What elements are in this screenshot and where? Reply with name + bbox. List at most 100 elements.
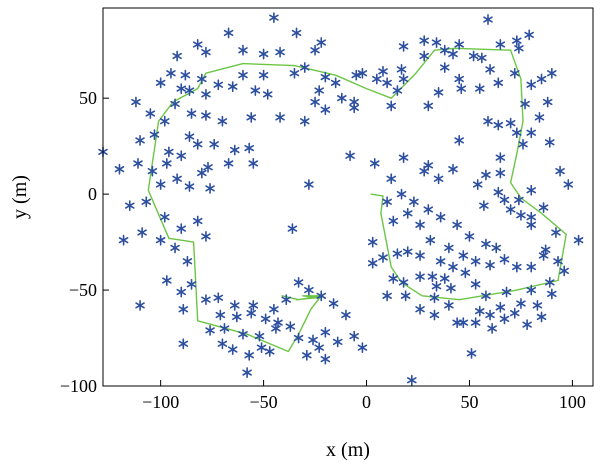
scatter-point bbox=[499, 313, 510, 325]
scatter-point bbox=[485, 64, 495, 75]
scatter-point bbox=[314, 342, 324, 354]
scatter-point bbox=[197, 73, 207, 85]
scatter-point bbox=[491, 242, 502, 254]
scatter-point bbox=[159, 115, 170, 127]
scatter-point bbox=[388, 273, 399, 284]
scatter-point bbox=[269, 12, 279, 23]
scatter-point bbox=[217, 115, 228, 127]
scatter-point bbox=[495, 39, 506, 50]
scatter-point bbox=[479, 200, 489, 212]
scatter-point bbox=[483, 14, 493, 25]
scatter-point bbox=[544, 136, 555, 148]
scatter-point bbox=[141, 196, 152, 208]
scatter-point bbox=[524, 29, 534, 41]
scatter-point bbox=[464, 230, 475, 242]
trajectory-line bbox=[147, 47, 567, 353]
scatter-point bbox=[392, 248, 403, 260]
scatter-point bbox=[446, 282, 456, 294]
scatter-point bbox=[155, 77, 166, 89]
scatter-point bbox=[248, 158, 259, 169]
scatter-point bbox=[258, 48, 269, 60]
scatter-point bbox=[217, 338, 228, 350]
scatter-point bbox=[429, 292, 440, 304]
scatter-point bbox=[483, 115, 493, 127]
scatter-point bbox=[314, 85, 324, 96]
scatter-point bbox=[372, 73, 382, 85]
scatter-point bbox=[367, 236, 378, 248]
scatter-point bbox=[448, 163, 458, 175]
scatter-point bbox=[310, 44, 320, 56]
scatter-point bbox=[289, 67, 300, 79]
scatter-point bbox=[474, 305, 485, 317]
y-tick-label: 50 bbox=[79, 88, 97, 108]
scatter-point bbox=[135, 300, 145, 311]
scatter-point bbox=[244, 349, 254, 361]
scatter-point bbox=[159, 211, 170, 223]
scatter-point bbox=[448, 48, 458, 60]
scatter-point bbox=[481, 169, 491, 181]
scatter-point bbox=[487, 323, 497, 334]
scatter-point bbox=[201, 46, 211, 58]
scatter-point bbox=[369, 158, 380, 169]
scatter-point bbox=[452, 317, 462, 329]
scatter-point bbox=[176, 286, 187, 298]
scatter-point bbox=[223, 27, 234, 39]
scatter-point bbox=[147, 165, 158, 177]
scatter-point bbox=[423, 204, 434, 215]
scatter-point bbox=[250, 85, 261, 96]
scatter-points bbox=[98, 12, 584, 386]
scatter-point bbox=[328, 298, 339, 309]
scatter-point bbox=[256, 342, 267, 354]
scatter-point bbox=[402, 246, 413, 258]
scatter-point bbox=[553, 255, 563, 267]
scatter-point bbox=[262, 88, 273, 100]
scatter-point bbox=[155, 234, 166, 246]
scatter-point bbox=[495, 152, 506, 164]
scatter-point bbox=[439, 273, 450, 284]
scatter-point bbox=[392, 85, 403, 96]
scatter-point bbox=[209, 138, 219, 150]
scatter-point bbox=[197, 167, 207, 179]
scatter-point bbox=[320, 326, 331, 338]
scatter-point bbox=[544, 276, 555, 288]
scatter-point bbox=[454, 135, 464, 146]
scatter-point bbox=[229, 144, 240, 156]
scatter-point bbox=[514, 194, 524, 206]
scatter-point bbox=[238, 328, 248, 340]
scatter-point bbox=[493, 77, 504, 89]
scatter-point bbox=[386, 173, 397, 185]
scatter-point bbox=[439, 62, 450, 73]
scatter-point bbox=[254, 330, 265, 342]
scatter-point bbox=[551, 227, 561, 238]
scatter-point bbox=[470, 255, 481, 267]
scatter-point bbox=[423, 100, 434, 112]
scatter-point bbox=[427, 271, 438, 283]
scatter-point bbox=[172, 50, 182, 62]
scatter-point bbox=[433, 173, 444, 185]
scatter-point bbox=[133, 158, 143, 169]
scatter-point bbox=[215, 309, 226, 321]
scatter-point bbox=[407, 374, 417, 386]
scatter-point bbox=[308, 334, 318, 346]
scatter-point bbox=[166, 67, 176, 79]
scatter-point bbox=[382, 290, 392, 302]
scatter-point bbox=[452, 219, 462, 231]
scatter-point bbox=[505, 204, 516, 215]
scatter-point bbox=[242, 367, 252, 378]
scatter-point bbox=[559, 265, 569, 277]
scatter-point bbox=[184, 85, 195, 96]
scatter-point bbox=[514, 42, 524, 54]
scatter-point bbox=[248, 300, 259, 311]
scatter-point bbox=[472, 179, 483, 190]
scatter-point bbox=[536, 73, 547, 85]
scatter-point bbox=[435, 211, 446, 223]
x-tick-label: 50 bbox=[460, 392, 478, 412]
scatter-point bbox=[320, 71, 331, 83]
scatter-point bbox=[382, 77, 392, 89]
scatter-point bbox=[526, 127, 537, 139]
scatter-point bbox=[176, 150, 187, 162]
scatter-point bbox=[512, 35, 522, 47]
scatter-point bbox=[555, 165, 565, 177]
scatter-point bbox=[178, 338, 189, 350]
scatter-point bbox=[186, 278, 197, 290]
